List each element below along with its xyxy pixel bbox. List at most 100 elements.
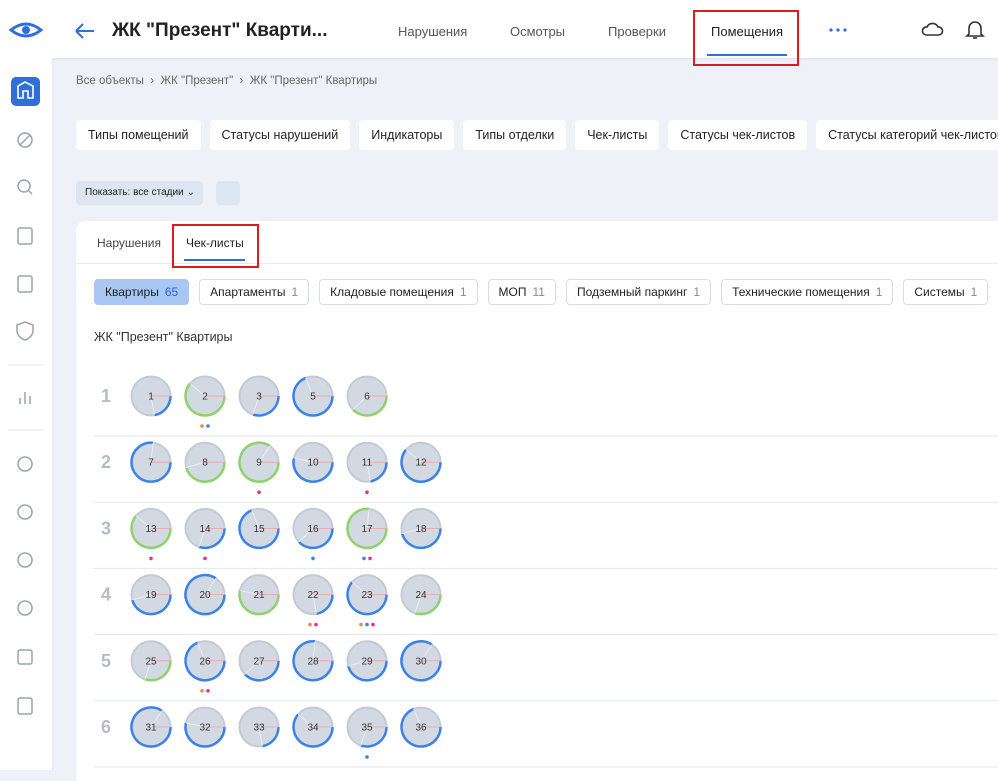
room-number: 14 [199, 524, 211, 535]
room-indicator [308, 622, 312, 627]
room-progress [347, 660, 388, 682]
page-title: ЖК "Презент" Кварти... [112, 20, 328, 41]
room-number: 25 [145, 656, 157, 667]
room-progress [346, 507, 388, 550]
room-number: 12 [415, 458, 427, 469]
room-indicator [371, 622, 375, 627]
nav-tab[interactable]: Помещения [711, 24, 784, 39]
category-count: 1 [459, 285, 467, 299]
room-number: 28 [307, 656, 319, 667]
room-spoke [185, 722, 206, 728]
bell-icon[interactable] [965, 19, 985, 41]
filter-chip[interactable]: Типы помещений [76, 120, 201, 150]
room-indicator [365, 490, 369, 495]
category-chip[interactable]: Квартиры 65 [94, 279, 190, 305]
room-spoke [405, 449, 422, 463]
room-spoke [305, 377, 314, 397]
room-number: 22 [307, 590, 319, 601]
nav-tab[interactable]: Нарушения [398, 24, 468, 39]
breadcrumb[interactable]: ЖК "Презент" Квартиры [249, 75, 378, 87]
filter-chip[interactable]: Типы отделки [463, 120, 567, 150]
filter-chip[interactable]: Статусы чек-листов [668, 120, 808, 150]
category-chip[interactable]: Кладовые помещения 1 [319, 279, 478, 305]
room-indicator [314, 622, 318, 627]
cloud-icon[interactable] [920, 20, 944, 38]
floor-label: 4 [101, 585, 111, 605]
room-number: 2 [202, 392, 208, 403]
room-number: 13 [145, 524, 157, 535]
room-number: 8 [202, 458, 208, 469]
category-chip[interactable]: Подземный паркинг 1 [565, 279, 712, 305]
room-progress [414, 594, 442, 616]
sort-button[interactable] [216, 181, 240, 205]
category-chip[interactable]: МОП 11 [487, 279, 556, 305]
room-number: 29 [361, 656, 373, 667]
room-spoke [420, 644, 433, 662]
category-label: МОП [498, 285, 527, 299]
category-bar: Квартиры 65 Апартаменты 1 Кладовые помещения… [94, 279, 998, 305]
room-spoke [244, 660, 260, 675]
category-chip[interactable]: Системы 1 [903, 279, 989, 305]
room-progress [400, 640, 442, 682]
category-count: 65 [164, 285, 179, 299]
room-indicator [359, 622, 363, 627]
filter-chip[interactable]: Индикаторы [359, 120, 455, 150]
room-spoke [413, 708, 422, 728]
room-progress [154, 395, 172, 417]
nav-tab[interactable]: Проверки [608, 24, 666, 39]
room-number: 18 [415, 524, 427, 535]
room-spoke [150, 710, 163, 728]
breadcrumb[interactable]: ЖК "Презент" [160, 75, 234, 87]
room-spoke [252, 395, 260, 415]
tab-underline [184, 259, 245, 261]
room-number: 19 [145, 590, 157, 601]
content-card [76, 221, 998, 781]
sidebar-icons [8, 77, 44, 715]
room-spoke [144, 660, 152, 680]
room-indicator [368, 556, 372, 561]
category-chip[interactable]: Апартаменты 1 [199, 279, 310, 305]
breadcrumb[interactable]: Все объекты [76, 75, 144, 87]
room-progress [292, 713, 334, 748]
category-label: Кладовые помещения [330, 285, 454, 299]
room-spoke [297, 714, 314, 728]
highlight-box [172, 224, 259, 268]
nav-tab[interactable]: Осмотры [510, 24, 566, 39]
room-number: 20 [199, 590, 211, 601]
show-select[interactable]: Показать: все стадии ⌄ [76, 181, 203, 205]
room-spoke [366, 462, 371, 482]
room-spoke [351, 581, 368, 595]
room-progress [292, 640, 334, 682]
room-spoke [258, 726, 263, 747]
category-count: 1 [693, 285, 701, 299]
room-number: 32 [199, 723, 211, 734]
filter-chip[interactable]: Статусы категорий чек-листов [816, 120, 998, 150]
more-button[interactable] [828, 26, 848, 34]
room-indicator [365, 622, 369, 627]
room-spoke [258, 445, 271, 463]
category-label: Квартиры [105, 285, 159, 299]
select-label: Показать: все стадии [85, 187, 184, 198]
room-number: 30 [415, 656, 427, 667]
room-spoke [360, 726, 368, 746]
room-indicator [257, 490, 261, 495]
room-indicator [206, 424, 210, 428]
room-progress [130, 515, 172, 550]
tab[interactable]: Нарушения [97, 236, 162, 250]
filter-chip[interactable]: Статусы нарушений [209, 120, 351, 150]
category-chip[interactable]: Технические помещения 1 [721, 279, 894, 305]
room-number: 7 [148, 458, 154, 469]
filter-chip[interactable]: Чек-листы [575, 120, 660, 150]
room-progress [130, 441, 172, 483]
room-spoke [189, 383, 206, 397]
back-button[interactable] [74, 22, 96, 40]
room-number: 5 [310, 392, 316, 403]
tab[interactable]: Чек-листы [186, 236, 244, 250]
room-spoke [402, 528, 422, 535]
room-progress [370, 462, 388, 483]
room-progress [184, 573, 226, 616]
room-number: 31 [145, 723, 157, 734]
room-number: 21 [253, 590, 265, 601]
room-progress [238, 590, 280, 616]
